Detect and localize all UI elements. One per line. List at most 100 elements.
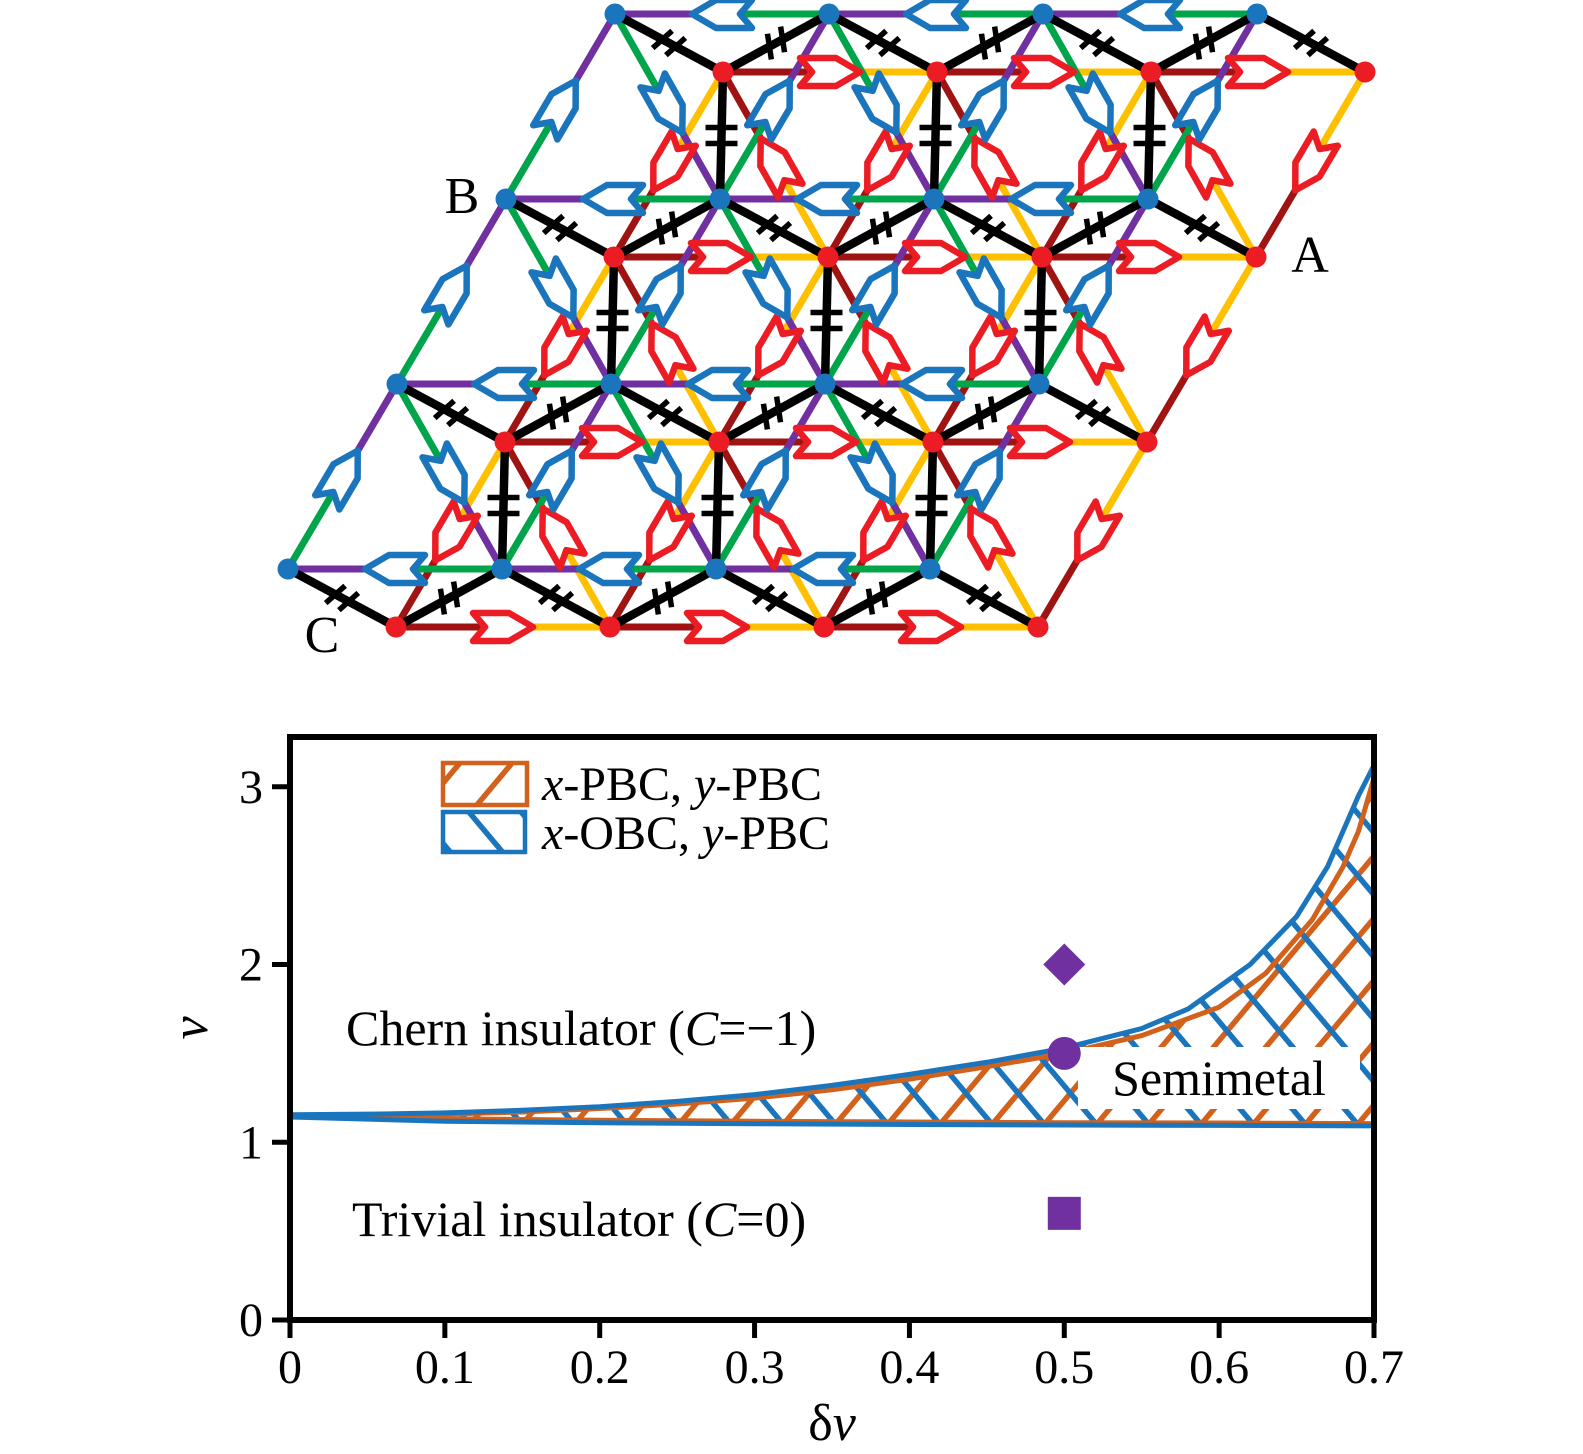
- site-label-B: B: [445, 168, 480, 225]
- nn-bond-tick: [869, 218, 880, 245]
- hopping-arrow-icon: [528, 255, 577, 321]
- nn-bond-tick: [650, 28, 674, 51]
- lattice-panel: A B C: [277, 0, 1376, 664]
- hopping-arrow-icon: [753, 505, 802, 571]
- lattice-site-red: [1136, 431, 1158, 453]
- hopping-arrow-icon: [470, 366, 538, 402]
- x-tick-label: 0.6: [1189, 1341, 1249, 1394]
- hopping-arrow-icon: [901, 239, 969, 275]
- hopping-arrow-icon: [971, 135, 1020, 201]
- lattice-site-blue: [923, 188, 945, 210]
- hopping-arrow-icon: [956, 255, 1005, 321]
- nn-bond: [718, 9, 834, 77]
- nn-bond-tick: [878, 35, 902, 58]
- hopping-arrow-icon: [847, 440, 896, 506]
- hopping-arrow-icon: [757, 135, 806, 201]
- hopping-arrow-icon: [311, 447, 361, 513]
- nn-bond-tick: [751, 583, 775, 606]
- nn-bond-tick: [546, 403, 557, 430]
- lattice-site-blue: [705, 558, 727, 580]
- nn-bond: [1034, 252, 1047, 389]
- nn-bond-tick: [1306, 35, 1330, 58]
- nn-bond: [820, 379, 938, 447]
- nn-bond-tick: [555, 220, 579, 243]
- lattice-site-red: [817, 246, 839, 268]
- nn-bond-tick: [874, 405, 898, 428]
- nn-bond-tick: [1088, 405, 1112, 428]
- nn-bond-tick: [965, 583, 989, 606]
- lattice-site-red: [1354, 61, 1376, 83]
- hopping-arrow-icon: [1115, 239, 1183, 275]
- hopping-arrow-icon: [1062, 262, 1112, 328]
- nn-bond-tick: [655, 218, 666, 245]
- hopping-arrow-icon: [898, 366, 966, 402]
- lattice-site-red: [385, 616, 407, 638]
- nn-bond: [392, 379, 510, 447]
- nn-bond: [610, 9, 728, 77]
- nn-bond-tick: [860, 398, 884, 421]
- site-labels-layer: A B C: [305, 168, 1330, 664]
- phase-diagram-panel: 0 0.1 0.2 0.3 0.4 0.5 0.6 0.7 0 1 2 3 δv v x-PBC, y-PB…: [162, 734, 1404, 1452]
- lattice-site-blue: [1246, 3, 1268, 25]
- lattice-site-blue: [600, 373, 622, 395]
- lattice-site-blue: [604, 3, 626, 25]
- hopping-arrows-layer: [311, 0, 1342, 645]
- hopping-arrow-icon: [1224, 54, 1292, 90]
- region-label-trivial: Trivial insulator (C=0): [352, 1191, 806, 1247]
- nn-bonds-layer: [283, 9, 1370, 632]
- nn-bond: [606, 252, 619, 389]
- x-tick-label: 0.2: [570, 1341, 630, 1394]
- lattice-site-blue: [818, 3, 840, 25]
- nn-bond-tick: [1083, 218, 1094, 245]
- nn-bond-tick: [446, 405, 470, 428]
- hopping-arrow-icon: [862, 320, 911, 386]
- nn-bond: [1034, 379, 1152, 447]
- x-tick-label: 0.3: [725, 1341, 785, 1394]
- lattice-site-blue: [814, 373, 836, 395]
- nn-bond: [500, 379, 616, 447]
- hopping-arrow-icon: [969, 313, 1019, 379]
- nn-bond-tick: [450, 581, 461, 608]
- nn-bond: [497, 437, 510, 574]
- nn-bond-tick: [1078, 28, 1102, 51]
- x-tick-label: 0: [278, 1341, 302, 1394]
- nn-bond: [929, 194, 1047, 262]
- nn-bond-tick: [551, 590, 575, 613]
- nn-bond-tick: [983, 220, 1007, 243]
- nn-bond-tick: [651, 588, 662, 615]
- y-tick-label: 0: [239, 1294, 263, 1347]
- nn-bond: [715, 194, 833, 262]
- nn-bond-tick: [864, 28, 888, 51]
- nn-bond-tick: [978, 33, 989, 60]
- y-tick-label: 2: [239, 939, 263, 992]
- nn-bond-tick: [765, 590, 789, 613]
- hopping-arrow-icon: [1292, 128, 1342, 194]
- lattice-site-red: [922, 431, 944, 453]
- hopping-arrow-icon: [541, 313, 591, 379]
- boundary-obc-upper: [290, 764, 1374, 1118]
- nn-bond: [928, 379, 1044, 447]
- hopping-arrow-icon: [848, 262, 898, 328]
- nn-bond: [819, 564, 935, 632]
- hopping-arrow-icon: [864, 128, 914, 194]
- hopping-arrow-icon: [957, 77, 1007, 143]
- x-tick-label: 0.5: [1034, 1341, 1094, 1394]
- nn-bond-tick: [760, 403, 771, 430]
- nn-bond-tick: [882, 211, 893, 238]
- lattice-site-red: [494, 431, 516, 453]
- lattice-site-blue: [1028, 373, 1050, 395]
- hopping-arrow-icon: [789, 551, 857, 587]
- legend-swatch-obc: [440, 809, 528, 855]
- hopping-arrow-icon: [539, 505, 588, 571]
- nn-bond: [1143, 194, 1261, 262]
- nn-bond-tick: [437, 588, 448, 615]
- hopping-arrow-icon: [469, 609, 537, 645]
- nn-bond-tick: [559, 396, 570, 423]
- lattice-site-blue: [277, 558, 299, 580]
- nn-bond-tick: [777, 26, 788, 53]
- hopping-arrow-icon: [419, 440, 468, 506]
- hopping-arrow-icon: [742, 255, 791, 321]
- lattice-site-blue: [386, 373, 408, 395]
- nn-bond: [925, 437, 938, 574]
